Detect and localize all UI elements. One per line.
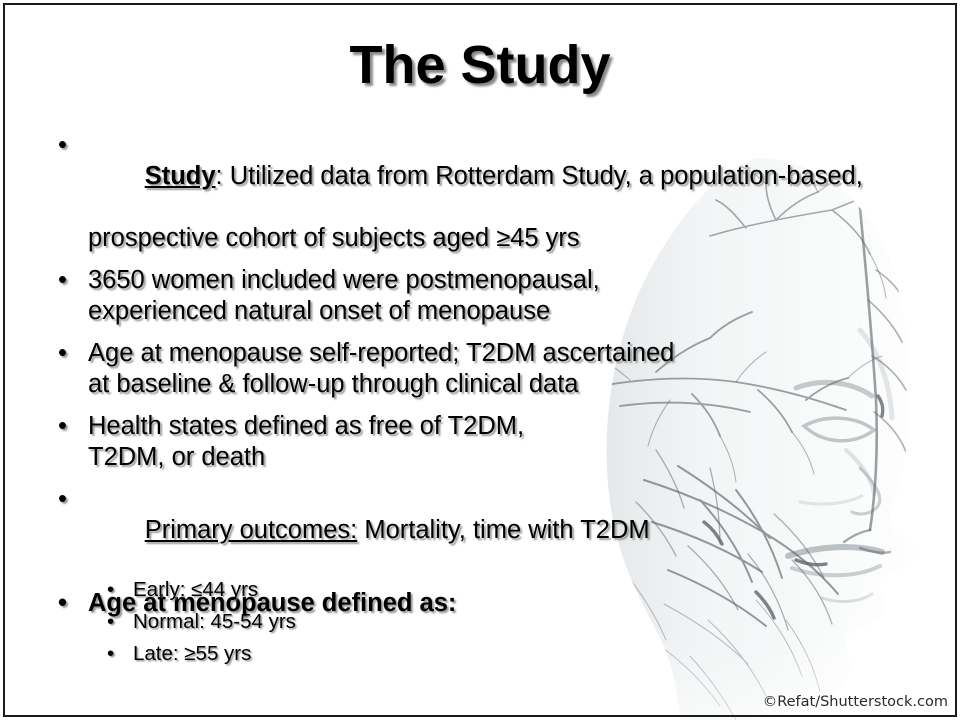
bullet-icon: • xyxy=(58,485,67,513)
bullet-item-age-defined: • Age at menopause defined as: xyxy=(52,588,912,619)
bullet-icon: • xyxy=(58,412,67,440)
image-credit: ©Refat/Shutterstock.com xyxy=(762,694,948,710)
sub-bullet-item-normal: • Normal: 45-54 yrs xyxy=(100,608,640,635)
bullet-text: Mortality, time with T2DM xyxy=(357,516,650,544)
bullet-item-study: • Study: Utilized data from Rotterdam St… xyxy=(52,130,912,254)
sub-bullet-text: Late: ≥55 yrs xyxy=(133,642,252,665)
bullet-line: Primary outcomes: Mortality, time with T… xyxy=(88,484,912,577)
bullet-line-2: experienced natural onset of menopause xyxy=(88,297,551,325)
sub-bullet-icon: • xyxy=(107,642,115,665)
bullet-line: Study: Utilized data from Rotterdam Stud… xyxy=(88,130,912,223)
sub-bullet-text: Early: ≤44 yrs xyxy=(133,578,259,601)
sub-bullet-item-late: • Late: ≥55 yrs xyxy=(100,640,640,667)
bullet-icon: • xyxy=(58,589,67,617)
bullet-icon: • xyxy=(58,339,67,367)
sub-bullet-icon: • xyxy=(107,578,115,601)
bullet-item-health-states: • Health states defined as free of T2DM,… xyxy=(52,411,912,473)
bullet-line-2: at baseline & follow-up through clinical… xyxy=(88,370,579,398)
bullet-item-ascertainment: • Age at menopause self-reported; T2DM a… xyxy=(52,338,912,400)
bullet-line: Health states defined as free of T2DM, xyxy=(88,412,525,440)
bullet-list: • Study: Utilized data from Rotterdam St… xyxy=(52,130,912,630)
bullet-line-2: T2DM, or death xyxy=(88,443,266,471)
bullet-line: Age at menopause defined as: xyxy=(88,589,457,617)
bullet-item-participants: • 3650 women included were postmenopausa… xyxy=(52,265,912,327)
bullet-line-2: prospective cohort of subjects aged ≥45 … xyxy=(88,224,580,252)
bullet-lead: Primary outcomes: xyxy=(144,516,358,544)
sub-bullet-list: • Early: ≤44 yrs • Normal: 45-54 yrs • L… xyxy=(100,576,640,672)
bullet-text: : Utilized data from Rotterdam Study, a … xyxy=(215,162,863,190)
bullet-lead: Study xyxy=(144,162,216,190)
sub-bullet-text: Normal: 45-54 yrs xyxy=(133,610,296,633)
slide-title: The Study xyxy=(349,35,611,95)
bullet-line: Age at menopause self-reported; T2DM asc… xyxy=(88,339,675,367)
bullet-line: 3650 women included were postmenopausal, xyxy=(88,266,600,294)
bullet-icon: • xyxy=(58,266,67,294)
bullet-item-primary-outcomes: • Primary outcomes: Mortality, time with… xyxy=(52,484,912,577)
sub-bullet-item-early: • Early: ≤44 yrs xyxy=(100,576,640,603)
bullet-icon: • xyxy=(58,131,67,159)
sub-bullet-icon: • xyxy=(107,610,115,633)
